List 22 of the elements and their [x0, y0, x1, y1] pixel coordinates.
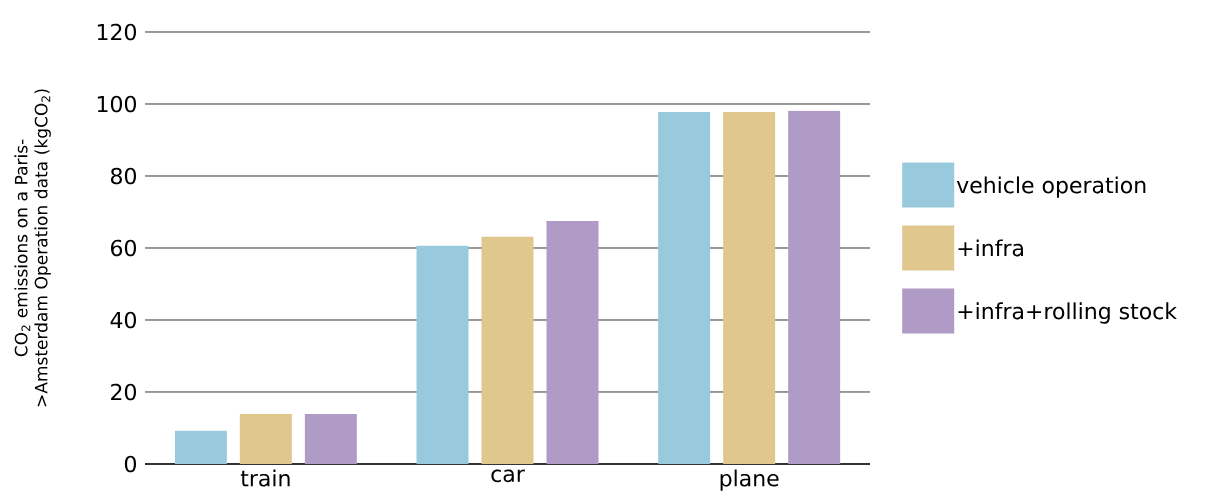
y-tick-label: 80 — [110, 167, 136, 185]
bar — [788, 110, 841, 464]
bar — [723, 111, 776, 464]
bar — [416, 245, 469, 464]
x-tick-label: car — [491, 469, 525, 483]
legend-label: +infra+rolling stock — [958, 302, 1177, 324]
bar — [174, 430, 227, 464]
legend-label: vehicle operation — [956, 176, 1146, 198]
bar — [304, 413, 357, 464]
y-tick-label: 0 — [124, 455, 137, 473]
y-tick-label: 120 — [97, 23, 136, 41]
y-tick-label: 20 — [111, 383, 136, 401]
legend-label: +infra — [958, 239, 1023, 257]
y-tick-label: 60 — [111, 239, 136, 257]
bar — [239, 413, 292, 464]
y-tick-label: 40 — [110, 311, 136, 329]
y-tick-label: 100 — [97, 95, 136, 113]
x-tick-label: plane — [720, 469, 779, 491]
bar — [481, 236, 534, 464]
bar — [546, 220, 599, 464]
x-tick-label: train — [240, 469, 290, 487]
bar — [658, 111, 711, 464]
